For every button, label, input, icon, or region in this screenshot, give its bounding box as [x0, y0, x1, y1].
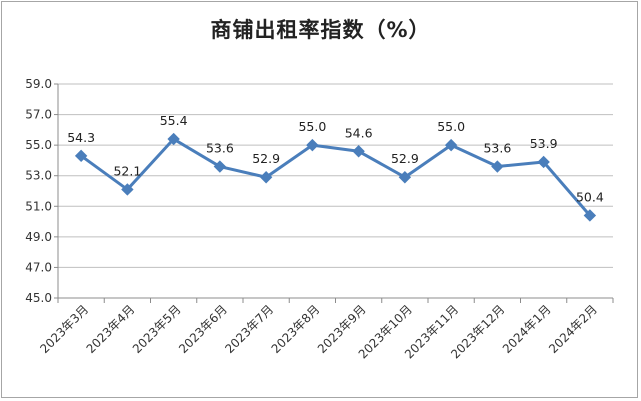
x-tick-label: 2023年3月 — [37, 302, 91, 356]
data-label: 55.0 — [298, 119, 326, 134]
data-point — [167, 132, 180, 146]
data-point — [121, 183, 134, 196]
y-tick-label: 45.0 — [25, 291, 52, 305]
data-label: 52.9 — [391, 151, 419, 166]
data-label: 53.6 — [206, 141, 234, 156]
data-point — [537, 155, 550, 169]
data-label: 52.9 — [252, 151, 280, 166]
data-point — [259, 171, 273, 184]
data-point — [74, 149, 88, 163]
data-label: 55.0 — [437, 119, 465, 134]
x-tick-label: 2023年7月 — [222, 302, 276, 356]
x-tick-label: 2024年2月 — [546, 302, 600, 356]
data-point — [352, 145, 365, 158]
series-line — [80, 137, 592, 217]
y-tick-label: 53.0 — [25, 169, 52, 183]
x-tick-label: 2023年6月 — [176, 302, 230, 356]
x-tick-label: 2024年1月 — [500, 302, 554, 356]
data-point — [398, 171, 412, 184]
data-point — [444, 138, 458, 152]
data-label: 53.9 — [530, 136, 558, 151]
y-tick-label: 49.0 — [25, 230, 52, 244]
data-label: 54.3 — [67, 130, 95, 145]
data-label: 52.1 — [113, 163, 141, 178]
data-label: 54.6 — [345, 125, 373, 140]
data-point — [583, 209, 597, 222]
data-label: 55.4 — [160, 113, 188, 128]
data-point — [491, 160, 504, 173]
data-point — [213, 160, 227, 173]
x-tick-label: 2023年5月 — [130, 302, 184, 356]
chart-title: 商铺出租率指数（%） — [210, 18, 431, 42]
y-tick-label: 51.0 — [25, 199, 52, 213]
x-tick-label: 2023年8月 — [269, 302, 323, 356]
y-tick-label: 59.0 — [25, 77, 52, 91]
y-tick-label: 55.0 — [25, 138, 52, 152]
x-tick-label: 2023年4月 — [84, 302, 138, 356]
y-tick-label: 47.0 — [25, 260, 52, 274]
data-label: 53.6 — [483, 141, 511, 156]
data-point — [306, 138, 319, 152]
y-tick-label: 57.0 — [25, 108, 52, 122]
data-label: 50.4 — [576, 189, 604, 204]
